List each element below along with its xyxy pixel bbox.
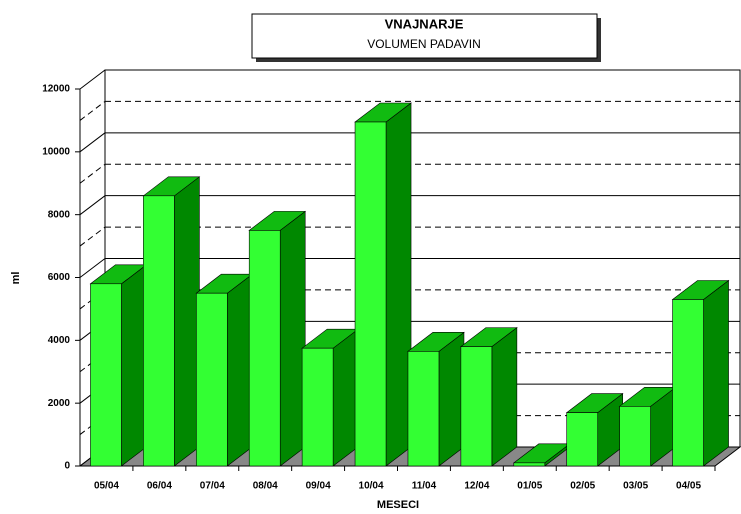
bar [672,299,704,467]
y-tick-label: 6000 [48,272,71,283]
y-tick-label: 8000 [48,209,71,220]
y-tick-label: 4000 [48,335,71,346]
bar-side [703,279,729,467]
x-tick-label: 08/04 [253,481,278,492]
y-tick-label: 10000 [42,146,70,157]
side-grid [79,258,106,278]
bar [248,230,281,467]
x-tick-label: 03/05 [623,481,648,492]
bar-side [174,176,200,467]
y-tick-label: 2000 [48,398,71,409]
x-tick-label: 10/04 [359,481,384,492]
x-tick-label: 01/05 [517,481,542,492]
bar-side [438,331,465,467]
x-tick-label: 04/05 [676,481,701,492]
bar [195,292,228,467]
y-tick-label: 0 [64,461,70,472]
chart-subtitle: VOLUMEN PADAVIN [367,37,481,51]
bar [90,283,122,467]
bar [619,406,651,467]
x-tick-label: 09/04 [306,481,331,492]
x-tick-label: 05/04 [94,481,119,492]
side-grid [79,132,106,153]
bar-side [121,264,147,467]
side-grid-minor [79,226,106,247]
bar [407,351,440,467]
side-grid [79,195,106,216]
side-grid-minor [79,163,106,184]
x-tick-label: 06/04 [147,481,172,492]
title-box [251,13,598,59]
bar [513,462,546,467]
bar-side [491,327,518,467]
y-axis-label: ml [10,272,22,285]
bar [460,346,493,467]
side-grid-minor [79,101,106,121]
bar-side [279,210,306,467]
side-grid [79,69,106,90]
bar-side [332,328,359,467]
x-tick-label: 07/04 [200,481,225,492]
bar-side [385,102,412,467]
bar-side [226,273,253,467]
x-tick-label: 12/04 [464,481,489,492]
x-tick-label: 11/04 [412,481,437,492]
bar [143,195,175,467]
bar [301,347,334,467]
x-axis-label: MESECI [377,499,419,511]
bar [354,121,387,467]
plot-area: 0 2000 4000 6000 8000 10000 12000 05/04 06/04 07/… [42,69,741,492]
x-tick-label: 02/05 [570,481,595,492]
bar [566,412,599,467]
chart-title: VNAJNARJE [385,16,464,31]
y-tick-label: 12000 [42,84,70,95]
